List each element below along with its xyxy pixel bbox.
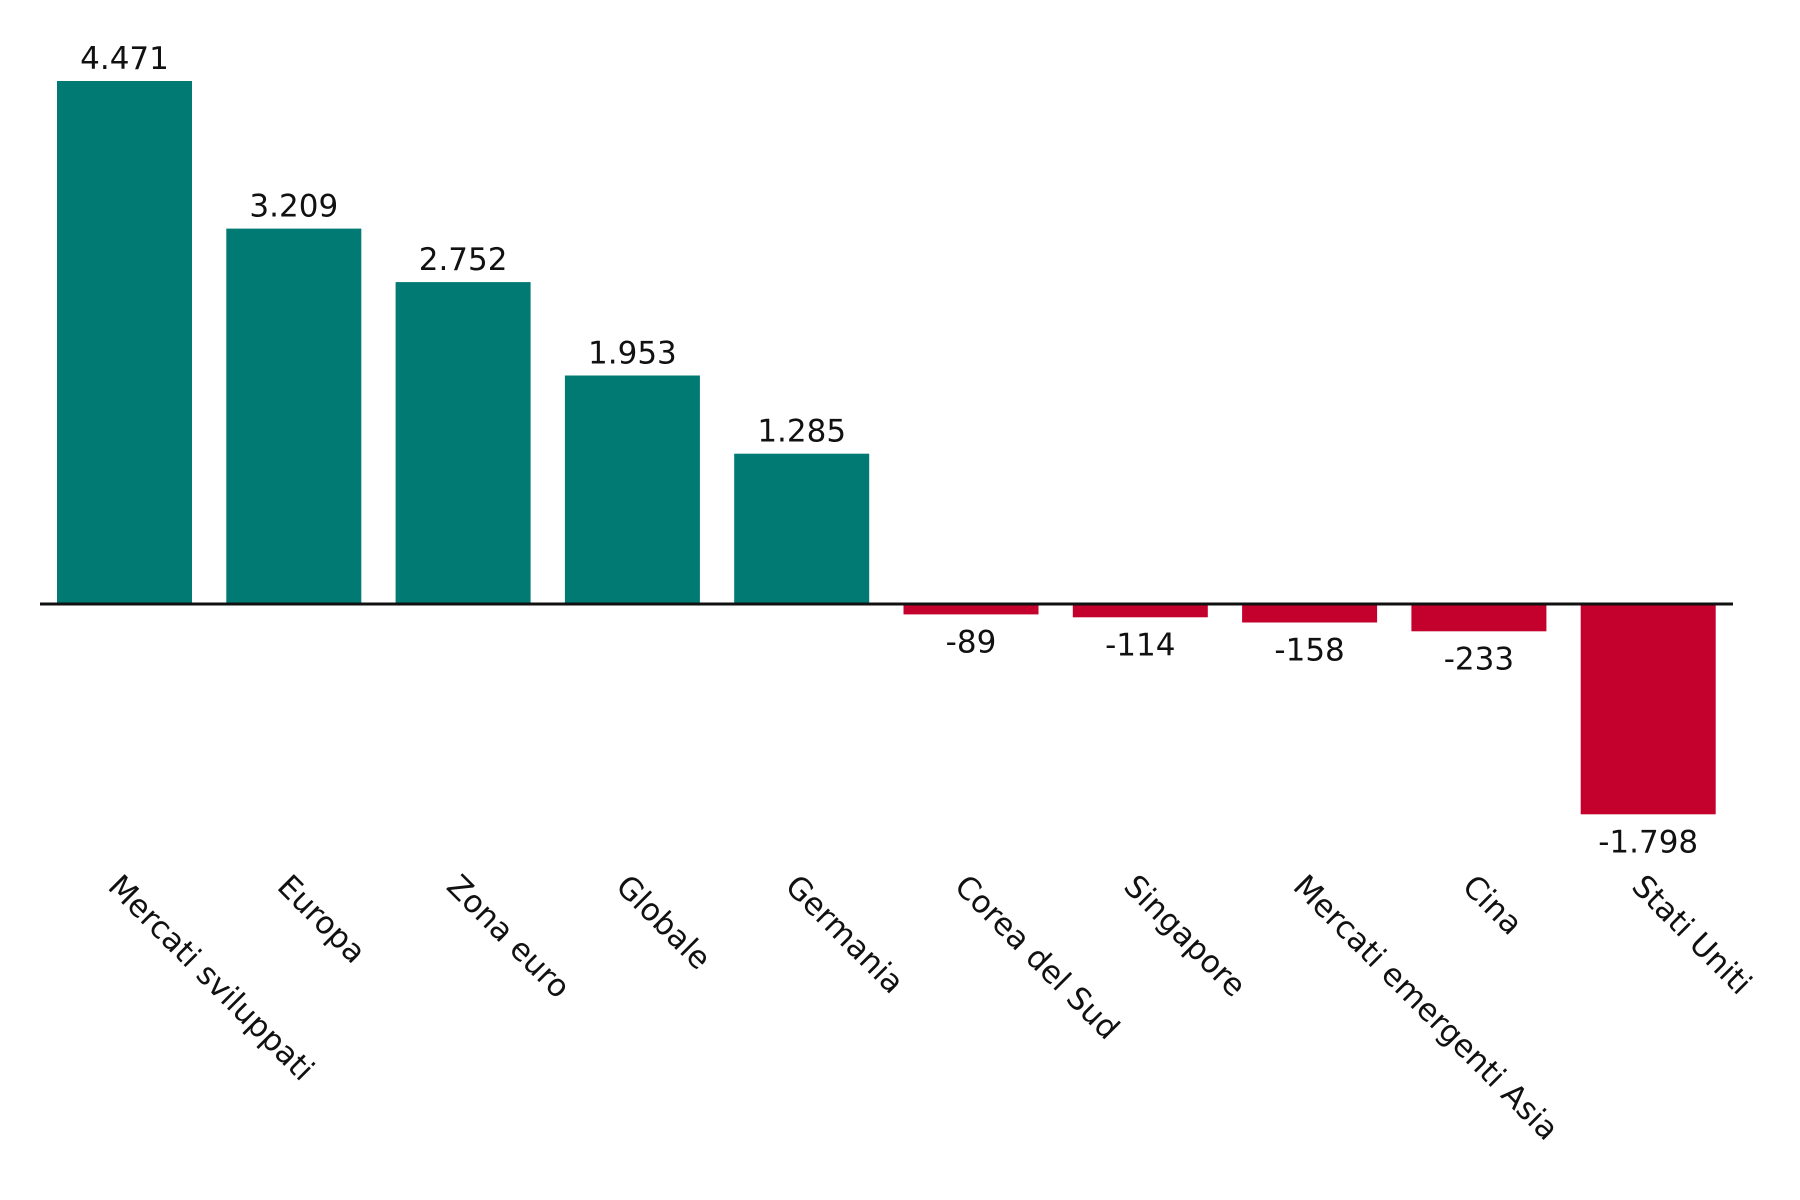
category-label-zona-euro: Zona euro	[439, 868, 576, 1005]
value-label-globale: 1.953	[588, 336, 677, 372]
category-label-europa: Europa	[270, 868, 372, 970]
category-label-singapore: Singapore	[1117, 868, 1253, 1004]
value-label-cina: -233	[1444, 641, 1514, 677]
category-label-stati-uniti: Stati Uniti	[1625, 868, 1759, 1002]
bar-stati-uniti	[1580, 604, 1716, 815]
value-label-germania: 1.285	[757, 414, 846, 450]
bar-mercati-emergenti-asia	[1242, 604, 1378, 623]
category-label-globale: Globale	[609, 868, 718, 977]
bar-germania	[734, 453, 870, 604]
value-label-singapore: -114	[1105, 627, 1175, 663]
category-label-cina: Cina	[1455, 868, 1529, 942]
value-label-stati-uniti: -1.798	[1598, 824, 1698, 860]
value-label-mercati-sviluppati: 4.471	[80, 41, 169, 77]
value-label-corea-del-sud: -89	[946, 624, 997, 660]
bar-europa	[226, 228, 362, 604]
bar-mercati-sviluppati	[57, 81, 192, 604]
bar-cina	[1411, 604, 1547, 632]
bar-corea-del-sud	[903, 604, 1039, 615]
bars-layer	[57, 81, 1716, 815]
value-labels-layer: 4.471 3.209 2.752 1.953 1.285 -89 -114 -158 -233…	[80, 41, 1698, 860]
bar-singapore	[1072, 604, 1208, 618]
bar-globale	[564, 375, 700, 604]
bar-zona-euro	[395, 282, 531, 604]
value-label-zona-euro: 2.752	[419, 242, 508, 278]
category-label-germania: Germania	[778, 868, 911, 1001]
value-label-mercati-emergenti-asia: -158	[1274, 633, 1344, 669]
category-label-corea-del-sud: Corea del Sud	[947, 868, 1126, 1047]
value-label-europa: 3.209	[249, 189, 338, 225]
